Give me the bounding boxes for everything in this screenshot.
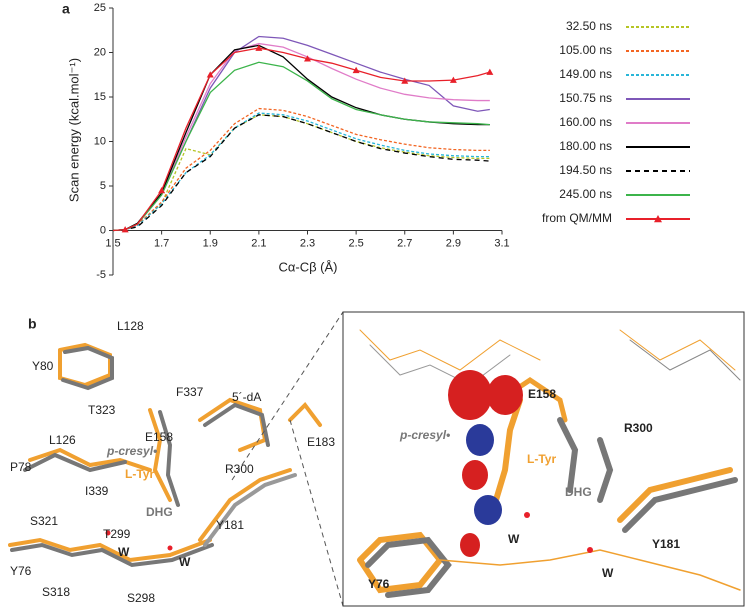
data-marker	[255, 44, 263, 51]
zoom-box	[342, 311, 745, 607]
y-tick-label: 5	[100, 180, 106, 192]
y-tick-label: 15	[94, 91, 106, 103]
y-tick-label: 0	[100, 224, 106, 236]
legend-label: 245.00 ns	[559, 187, 612, 201]
residue-label: P78	[10, 460, 32, 474]
legend-label: 194.50 ns	[559, 163, 612, 177]
y-tick-label: -5	[96, 269, 106, 281]
residue-label: Y76	[10, 564, 32, 578]
x-axis-label: Cα-Cβ (Å)	[278, 259, 337, 274]
series-line	[112, 61, 490, 232]
data-marker	[158, 186, 166, 194]
residue-label: L128	[117, 319, 144, 333]
series-line	[112, 35, 490, 232]
data-marker	[206, 71, 214, 78]
x-tick-label: 3.1	[494, 237, 509, 249]
legend-label: 149.00 ns	[559, 67, 612, 81]
x-tick-label: 2.5	[348, 237, 363, 249]
structure-right	[357, 329, 741, 598]
residue-label: T299	[103, 527, 131, 541]
series-line	[112, 42, 490, 232]
panel-label: a	[62, 1, 70, 17]
series-line	[112, 112, 490, 232]
series-line	[112, 107, 490, 232]
residue-label: p-cresyl•	[399, 428, 450, 442]
x-tick-label: 1.7	[154, 237, 169, 249]
residue-label: p-cresyl•	[106, 444, 157, 458]
x-tick-label: 1.5	[105, 237, 120, 249]
data-marker	[304, 55, 311, 62]
y-axis-label: Scan energy (kcal.mol⁻¹)	[66, 58, 81, 202]
zoom-line	[231, 311, 344, 481]
x-tick-label: 2.7	[397, 237, 412, 249]
data-marker	[401, 77, 409, 84]
residue-label: E183	[307, 435, 335, 449]
residue-label: W	[602, 566, 614, 580]
residue-label: T323	[88, 403, 116, 417]
residue-label: W	[508, 532, 520, 546]
residue-label: Y80	[32, 359, 54, 373]
residue-label: R300	[225, 462, 254, 476]
legend-marker	[654, 215, 662, 223]
y-tick-label: 20	[94, 46, 106, 58]
structure-left	[8, 342, 322, 568]
series-line	[112, 114, 490, 232]
series-line	[112, 44, 490, 232]
residue-label: W	[179, 555, 191, 569]
residue-label: F337	[176, 385, 204, 399]
data-marker	[486, 68, 494, 75]
y-tick-label: 10	[94, 135, 106, 147]
legend-label: 32.50 ns	[566, 19, 612, 33]
data-marker	[121, 226, 129, 233]
series-line	[112, 47, 491, 232]
x-tick-label: 2.9	[446, 237, 461, 249]
residue-label: Y181	[216, 518, 244, 532]
legend-label: 160.00 ns	[559, 115, 612, 129]
legend-label: 150.75 ns	[559, 91, 612, 105]
data-marker	[352, 66, 360, 74]
residue-label: L-Tyr	[125, 467, 154, 481]
residue-label: S321	[30, 514, 58, 528]
x-tick-label: 1.9	[203, 237, 218, 249]
panel-label: b	[28, 316, 37, 332]
legend-label: 180.00 ns	[559, 139, 612, 153]
residue-label: Y76	[368, 577, 390, 591]
residue-label: S298	[127, 591, 155, 605]
residue-label: DHG	[565, 485, 592, 499]
legend-label: from QM/MM	[542, 211, 612, 225]
residue-label: DHG	[146, 505, 173, 519]
residue-label: R300	[624, 421, 653, 435]
residue-label: E158	[528, 387, 556, 401]
x-tick-label: 2.3	[300, 237, 315, 249]
residue-label: Y181	[652, 537, 680, 551]
x-tick-label: 2.1	[251, 237, 266, 249]
residue-label: E158	[145, 430, 173, 444]
residue-label: 5´-dA	[232, 390, 261, 404]
residue-label: L126	[49, 433, 76, 447]
residue-label: L-Tyr	[527, 452, 556, 466]
residue-label: I339	[85, 484, 109, 498]
legend-label: 105.00 ns	[559, 43, 612, 57]
residue-label: S318	[42, 585, 70, 599]
y-tick-label: 25	[94, 2, 106, 14]
data-marker	[449, 76, 457, 83]
residue-label: W	[118, 545, 130, 559]
